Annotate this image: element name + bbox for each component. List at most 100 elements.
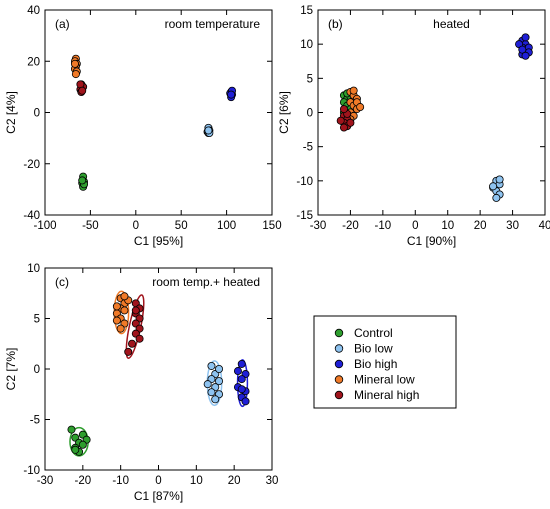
- panel-3: -30 -20 -10 0 10 20 30 -10 -5 0 5 10 C1 [87%] C2 [7%]…: [4, 263, 278, 503]
- x-tick-label: -20: [75, 475, 92, 487]
- y-tick-label: 0: [34, 108, 40, 120]
- x-axis-label: C1 [90%]: [407, 234, 456, 248]
- data-point: [227, 90, 236, 99]
- x-tick-label: -50: [82, 220, 99, 232]
- y-axis-label: C2 [6%]: [277, 91, 291, 134]
- data-point: [356, 103, 365, 112]
- data-point: [215, 364, 224, 373]
- panel-label: (b): [328, 17, 343, 31]
- data-point: [78, 86, 87, 95]
- data-point: [116, 324, 125, 333]
- data-point: [349, 86, 358, 95]
- data-point: [71, 445, 80, 454]
- data-point: [215, 377, 224, 386]
- x-tick-label: 20: [228, 475, 241, 487]
- y-tick-label: 5: [307, 73, 313, 85]
- series-mineral-high: [336, 105, 355, 132]
- data-point: [521, 33, 530, 42]
- y-tick-label: -10: [296, 176, 313, 188]
- x-axis-label: C1 [87%]: [134, 489, 183, 503]
- series-mineral-high: [76, 80, 88, 97]
- data-point: [203, 380, 212, 389]
- data-point: [135, 334, 144, 343]
- panel-1: -100 -50 0 50 100 150 -40 -20 0 20 40 C1 [95%] C2 [4…: [4, 5, 282, 248]
- panel-title: room temp.+ heated: [152, 275, 260, 289]
- data-point: [492, 193, 501, 202]
- panel-title: room temperature: [165, 17, 261, 31]
- panel-2: -30 -20 -10 0 10 20 30 40 -15 -10 -5 0 5 10 15 C1 [90%]…: [277, 5, 550, 248]
- panel-title: heated: [433, 17, 470, 31]
- y-tick-label: 0: [307, 108, 313, 120]
- x-tick-label: 20: [474, 220, 487, 232]
- data-point: [346, 118, 355, 127]
- y-tick-label: 10: [27, 263, 40, 275]
- y-tick-label: -15: [296, 210, 313, 222]
- y-tick-label: -20: [23, 159, 40, 171]
- panel-label: (c): [55, 275, 69, 289]
- legend-entry-label: Bio low: [354, 342, 393, 356]
- y-tick-label: 15: [300, 5, 313, 17]
- x-tick-label: -30: [310, 220, 327, 232]
- data-point: [112, 302, 121, 311]
- data-point: [339, 123, 348, 132]
- x-tick-label: 30: [266, 475, 279, 487]
- data-point: [233, 367, 242, 376]
- data-point: [67, 425, 76, 434]
- series-bio-low: [203, 123, 214, 137]
- data-point: [521, 51, 530, 60]
- legend-marker: [334, 328, 344, 338]
- data-point: [120, 306, 129, 315]
- y-tick-label: 20: [27, 56, 40, 68]
- y-tick-label: -40: [23, 210, 40, 222]
- y-tick-label: 5: [34, 314, 40, 326]
- data-point: [241, 397, 250, 406]
- legend-entry-label: Bio high: [354, 357, 397, 371]
- x-tick-label: 0: [133, 220, 139, 232]
- data-point: [131, 306, 140, 315]
- x-tick-label: 0: [412, 220, 418, 232]
- series-bio-high: [515, 33, 533, 60]
- series-bio-high: [233, 359, 250, 406]
- x-axis-label: C1 [95%]: [134, 234, 183, 248]
- series-mineral-high: [124, 299, 144, 356]
- data-point: [78, 440, 87, 449]
- legend-marker: [334, 344, 344, 353]
- legend-marker: [334, 375, 344, 384]
- y-tick-label: -10: [23, 465, 40, 477]
- legend-entry-label: Mineral low: [354, 373, 415, 387]
- series-bio-low: [203, 361, 224, 404]
- confidence-ellipse: [236, 359, 249, 408]
- y-tick-label: -5: [30, 415, 40, 427]
- data-point: [336, 116, 345, 125]
- y-tick-label: 0: [34, 364, 40, 376]
- data-point: [518, 45, 527, 54]
- data-point: [70, 59, 79, 68]
- data-point: [495, 175, 504, 184]
- data-point: [112, 316, 121, 325]
- data-point: [128, 339, 137, 348]
- data-point: [71, 70, 80, 79]
- x-tick-label: 50: [175, 220, 188, 232]
- x-tick-label: 40: [539, 220, 550, 232]
- series-mineral-low: [70, 54, 81, 79]
- data-point: [120, 292, 129, 301]
- data-point: [237, 359, 246, 368]
- series-mineral-low: [112, 292, 133, 333]
- legend-marker: [334, 359, 344, 369]
- series-control: [67, 425, 91, 456]
- data-point: [207, 361, 216, 370]
- x-tick-label: 10: [190, 475, 203, 487]
- series-bio-low: [489, 175, 504, 202]
- data-point: [211, 395, 220, 404]
- x-tick-label: 30: [506, 220, 519, 232]
- data-point: [204, 126, 213, 135]
- x-tick-label: 100: [217, 220, 236, 232]
- data-point: [124, 347, 133, 356]
- legend-entry-label: Control: [354, 326, 393, 340]
- x-tick-label: 150: [262, 220, 281, 232]
- x-tick-label: -20: [342, 220, 359, 232]
- y-tick-label: 40: [27, 5, 40, 17]
- y-tick-label: -5: [303, 142, 313, 154]
- x-tick-label: 10: [441, 220, 454, 232]
